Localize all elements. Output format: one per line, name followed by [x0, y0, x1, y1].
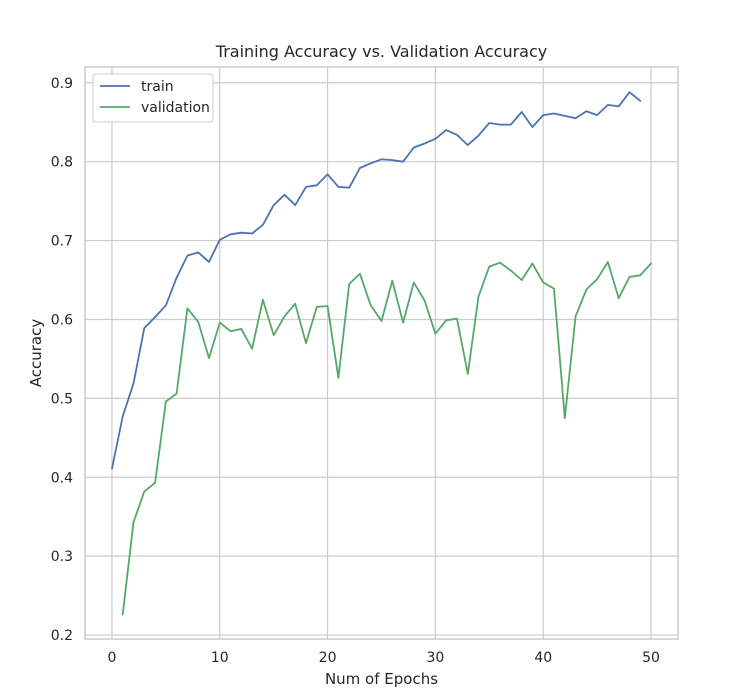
y-tick-label: 0.8 [51, 155, 73, 171]
y-tick-label: 0.7 [51, 234, 73, 250]
legend-label-validation: validation [141, 100, 210, 116]
y-tick-label: 0.2 [51, 628, 73, 644]
x-tick-label: 40 [534, 650, 552, 666]
chart-title: Training Accuracy vs. Validation Accurac… [215, 42, 547, 61]
series-line-train [111, 91, 642, 470]
plot-frame [84, 66, 679, 640]
y-tick-label: 0.5 [51, 391, 73, 407]
x-tick-label: 0 [107, 650, 116, 666]
y-tick-label: 0.3 [51, 549, 73, 565]
series-line-validation [121, 260, 652, 616]
y-tick-label: 0.9 [51, 76, 73, 92]
x-axis-label: Num of Epochs [325, 670, 438, 688]
tick-labels: 0 10 20 30 40 50 0.2 0.3 0.4 0.5 0.6 0.7 0.8 0.9 [51, 76, 660, 666]
legend-label-train: train [141, 79, 174, 95]
y-tick-label: 0.6 [51, 312, 73, 328]
x-tick-label: 20 [319, 650, 337, 666]
x-tick-label: 10 [211, 650, 229, 666]
x-tick-label: 50 [642, 650, 660, 666]
x-tick-label: 30 [426, 650, 444, 666]
series-lines [111, 91, 652, 616]
y-tick-label: 0.4 [51, 470, 73, 486]
y-axis-label: Accuracy [27, 319, 45, 388]
legend: train validation [92, 73, 214, 123]
